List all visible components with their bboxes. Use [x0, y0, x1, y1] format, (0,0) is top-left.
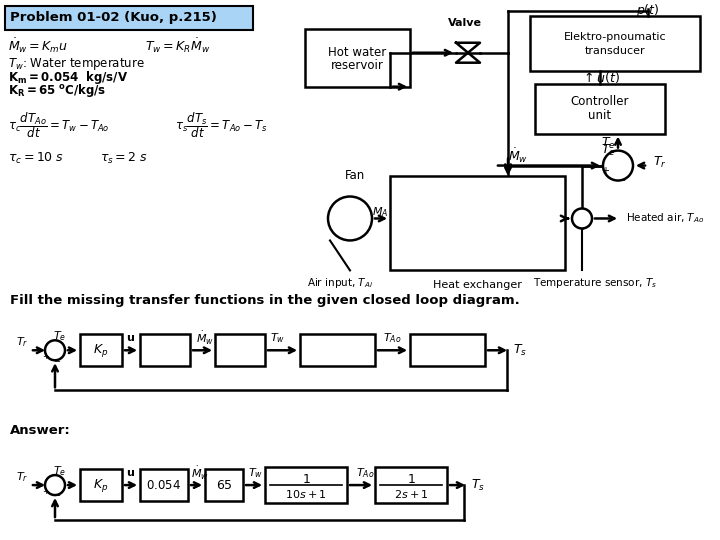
Text: $T_w$: $T_w$: [248, 466, 264, 480]
Text: $K_p$: $K_p$: [94, 477, 109, 494]
Text: $\bf{K_R = 65}$ $\bf{^oC/kg/s}$: $\bf{K_R = 65}$ $\bf{^oC/kg/s}$: [8, 82, 107, 99]
Text: $T_s$: $T_s$: [471, 477, 485, 492]
Bar: [215, 334, 265, 366]
Bar: [140, 334, 190, 366]
Text: $T_e$: $T_e$: [600, 143, 616, 158]
Circle shape: [603, 151, 633, 180]
Text: $1$: $1$: [302, 472, 310, 485]
Bar: [530, 16, 700, 71]
Text: Fill the missing transfer functions in the given closed loop diagram.: Fill the missing transfer functions in t…: [10, 294, 520, 307]
Text: Hot water: Hot water: [328, 46, 386, 59]
Bar: [305, 29, 410, 87]
Bar: [205, 469, 243, 501]
Text: +: +: [601, 166, 609, 176]
Text: $1$: $1$: [407, 472, 415, 485]
Circle shape: [572, 208, 592, 228]
Text: Answer:: Answer:: [10, 424, 71, 437]
Text: transducer: transducer: [585, 46, 645, 56]
Text: $65$: $65$: [215, 478, 233, 491]
Text: Problem 01-02 (Kuo, p.215): Problem 01-02 (Kuo, p.215): [10, 11, 217, 24]
Text: Fan: Fan: [345, 169, 365, 182]
Text: $\mathbf{u}$: $\mathbf{u}$: [125, 333, 135, 343]
Text: Heat exchanger: Heat exchanger: [433, 280, 521, 291]
Text: $\mathbf{u}$: $\mathbf{u}$: [125, 468, 135, 478]
Text: $0.054$: $0.054$: [146, 478, 181, 491]
Text: $\bf{K_m = 0.054}$  $\bf{kg/s/V}$: $\bf{K_m = 0.054}$ $\bf{kg/s/V}$: [8, 69, 128, 86]
Text: $\tau_c \dfrac{dT_{Ao}}{dt} = T_w - T_{Ao}$: $\tau_c \dfrac{dT_{Ao}}{dt} = T_w - T_{A…: [8, 111, 109, 140]
Text: $T_w$: Water temperature: $T_w$: Water temperature: [8, 56, 145, 72]
Text: $T_r$: $T_r$: [653, 155, 667, 170]
Text: $T_{Ao}$: $T_{Ao}$: [383, 332, 401, 345]
Text: $T_e$: $T_e$: [53, 329, 67, 343]
Text: $\dot{M}_w$: $\dot{M}_w$: [191, 464, 209, 482]
Bar: [390, 176, 565, 271]
Text: $T_r$: $T_r$: [16, 335, 28, 349]
Text: $T_{Ao}$: $T_{Ao}$: [356, 466, 374, 480]
Text: $\tau_s = 2\ s$: $\tau_s = 2\ s$: [100, 151, 148, 166]
Text: $T_e$: $T_e$: [600, 136, 616, 151]
Text: $T_w$: $T_w$: [271, 332, 286, 345]
Text: $T_w = K_R \dot{M}_w$: $T_w = K_R \dot{M}_w$: [145, 37, 210, 56]
Text: Temperature sensor, $T_s$: Temperature sensor, $T_s$: [533, 276, 657, 291]
Bar: [265, 467, 347, 503]
Text: $T_r$: $T_r$: [16, 470, 28, 484]
Text: +: +: [42, 352, 50, 361]
Circle shape: [328, 197, 372, 240]
Text: Controller: Controller: [571, 95, 629, 108]
Bar: [375, 467, 447, 503]
Text: +: +: [42, 487, 50, 496]
Bar: [80, 469, 122, 501]
Text: $\tau_c = 10\  s$: $\tau_c = 10\ s$: [8, 151, 64, 166]
Text: $-$: $-$: [53, 355, 61, 364]
Text: $-$: $-$: [618, 173, 626, 184]
Text: $\dot{M}_w = K_m u$: $\dot{M}_w = K_m u$: [8, 37, 68, 56]
Bar: [535, 84, 665, 133]
Text: Air input, $T_{Ai}$: Air input, $T_{Ai}$: [307, 276, 373, 291]
Text: $-$: $-$: [53, 490, 61, 498]
Text: $\tau_s \dfrac{dT_s}{dt} = T_{Ao} - T_s$: $\tau_s \dfrac{dT_s}{dt} = T_{Ao} - T_s$: [175, 111, 268, 140]
Bar: [5, 6, 253, 30]
Text: $10s+1$: $10s+1$: [285, 488, 327, 500]
Text: $\dot{M}_w$: $\dot{M}_w$: [508, 146, 528, 165]
Text: $M_A$: $M_A$: [372, 206, 388, 219]
Text: $\uparrow u(t)$: $\uparrow u(t)$: [580, 70, 619, 85]
Text: Elektro-pnoumatic: Elektro-pnoumatic: [564, 32, 666, 42]
Text: $T_s$: $T_s$: [513, 343, 527, 358]
Text: $\dot{M}_w$: $\dot{M}_w$: [196, 330, 214, 347]
Bar: [300, 334, 375, 366]
Bar: [410, 334, 485, 366]
Text: unit: unit: [588, 109, 611, 122]
Text: Heated air, $T_{Ao}$: Heated air, $T_{Ao}$: [626, 212, 704, 225]
Bar: [80, 334, 122, 366]
Circle shape: [45, 340, 65, 360]
Text: $2s+1$: $2s+1$: [394, 488, 428, 500]
Bar: [140, 469, 188, 501]
Text: $T_e$: $T_e$: [53, 464, 67, 478]
Text: $K_p$: $K_p$: [94, 342, 109, 359]
Text: reservoir: reservoir: [330, 59, 384, 72]
Circle shape: [45, 475, 65, 495]
Text: Valve: Valve: [448, 18, 482, 28]
Text: $p(t)$: $p(t)$: [636, 2, 660, 19]
